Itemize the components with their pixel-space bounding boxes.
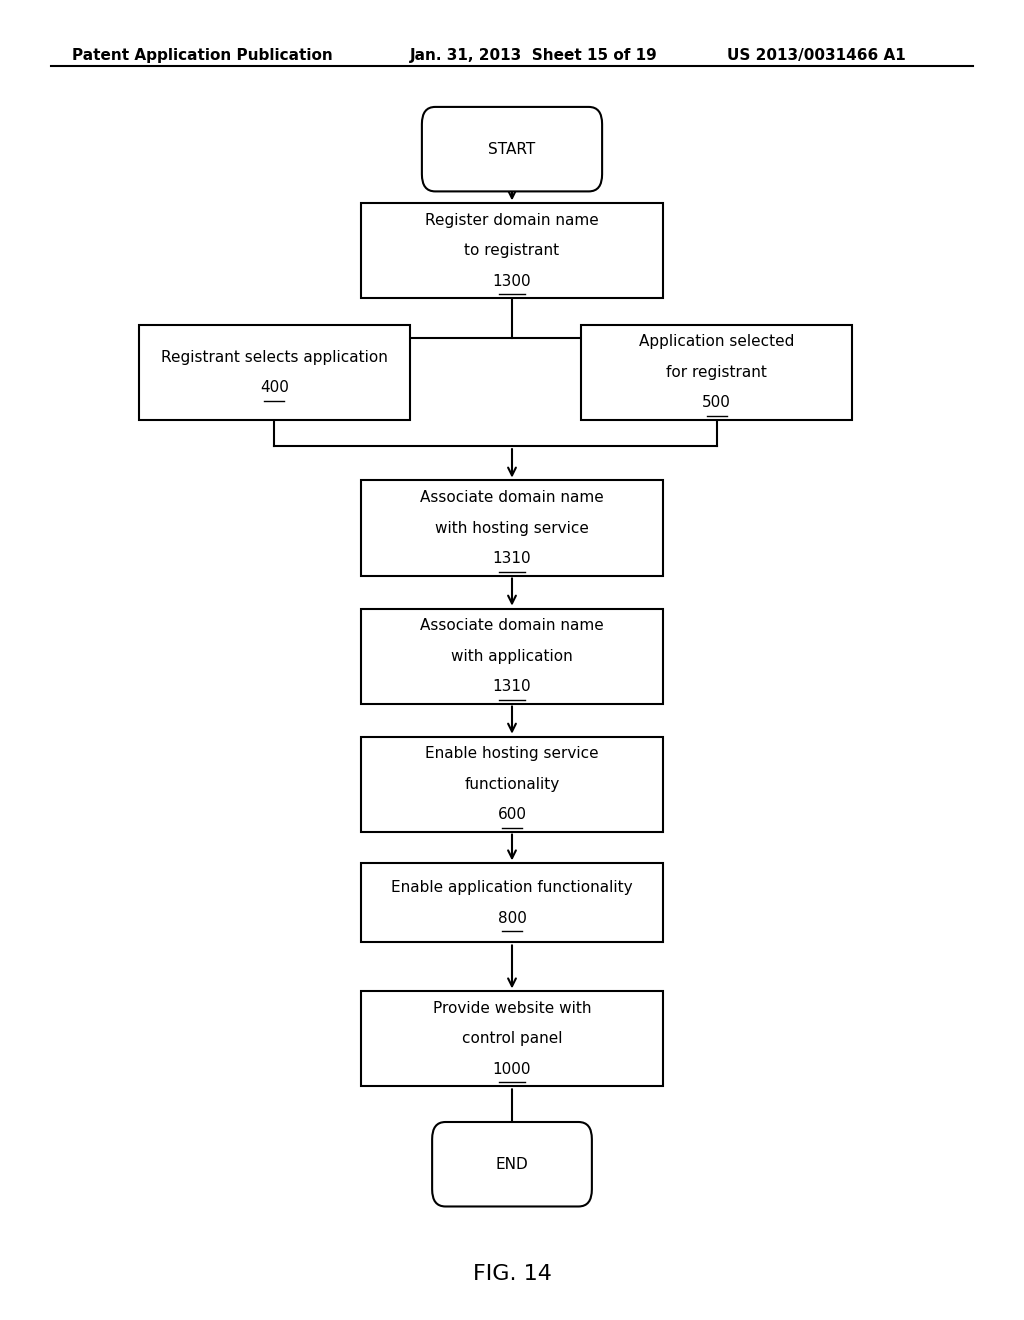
Text: Associate domain name: Associate domain name — [420, 618, 604, 634]
Bar — [361, 991, 664, 1086]
Text: for registrant: for registrant — [667, 364, 767, 380]
Text: to registrant: to registrant — [465, 243, 559, 259]
Text: 1310: 1310 — [493, 550, 531, 566]
Bar — [581, 325, 852, 420]
Text: 1300: 1300 — [493, 273, 531, 289]
FancyBboxPatch shape — [432, 1122, 592, 1206]
Text: Enable application functionality: Enable application functionality — [391, 880, 633, 895]
Text: 1310: 1310 — [493, 678, 531, 694]
Bar — [361, 203, 664, 298]
Bar — [361, 480, 664, 576]
FancyBboxPatch shape — [422, 107, 602, 191]
Text: 1000: 1000 — [493, 1061, 531, 1077]
Text: Associate domain name: Associate domain name — [420, 490, 604, 506]
Bar — [361, 609, 664, 704]
Bar — [361, 863, 664, 942]
Bar — [361, 737, 664, 832]
Text: Register domain name: Register domain name — [425, 213, 599, 228]
Text: END: END — [496, 1156, 528, 1172]
Text: Enable hosting service: Enable hosting service — [425, 746, 599, 762]
Text: 600: 600 — [498, 807, 526, 822]
Text: Patent Application Publication: Patent Application Publication — [72, 48, 333, 63]
Text: Jan. 31, 2013  Sheet 15 of 19: Jan. 31, 2013 Sheet 15 of 19 — [410, 48, 657, 63]
Text: with application: with application — [452, 648, 572, 664]
Text: 500: 500 — [702, 395, 731, 411]
Bar — [139, 325, 410, 420]
Text: Application selected: Application selected — [639, 334, 795, 350]
Text: START: START — [488, 141, 536, 157]
Text: FIG. 14: FIG. 14 — [472, 1263, 552, 1284]
Text: control panel: control panel — [462, 1031, 562, 1047]
Text: functionality: functionality — [464, 776, 560, 792]
Text: with hosting service: with hosting service — [435, 520, 589, 536]
Text: Registrant selects application: Registrant selects application — [161, 350, 388, 364]
Text: 800: 800 — [498, 911, 526, 925]
Text: Provide website with: Provide website with — [433, 1001, 591, 1016]
Text: US 2013/0031466 A1: US 2013/0031466 A1 — [727, 48, 906, 63]
Text: 400: 400 — [260, 380, 289, 395]
